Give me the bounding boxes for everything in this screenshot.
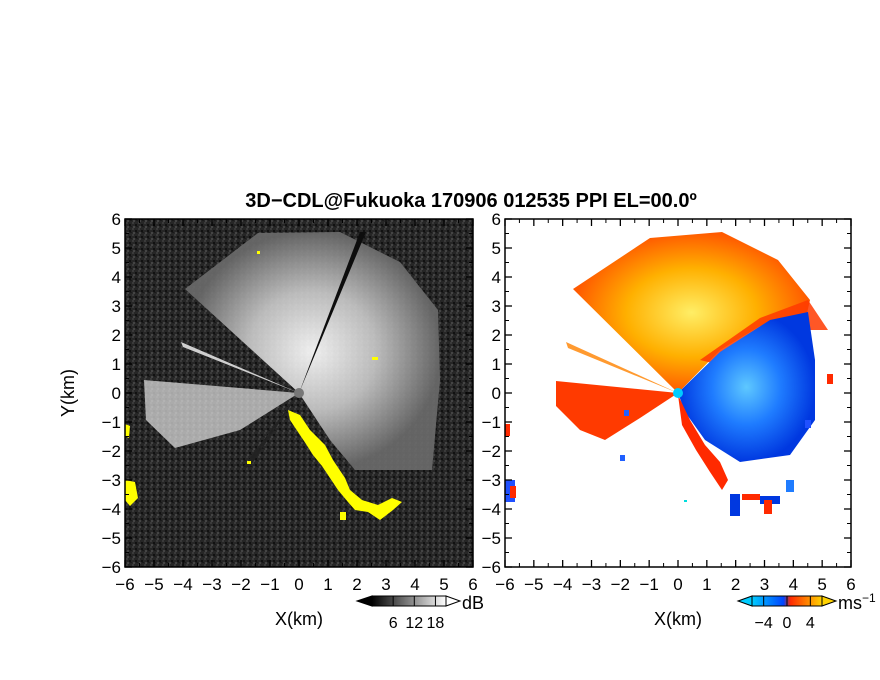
right-x-tick-label: 2 — [731, 575, 740, 594]
right-streak — [566, 342, 678, 393]
left-y-tick-label: 4 — [112, 268, 121, 287]
right-x-tick-label: −2 — [611, 575, 630, 594]
right-y-tick-label: 4 — [492, 268, 501, 287]
left-x-tick-label: −4 — [173, 575, 192, 594]
right-x-tick-label: −5 — [524, 575, 543, 594]
right-x-tick-label: −4 — [553, 575, 572, 594]
left-y-tick-label: 0 — [112, 384, 121, 403]
right-y-tick-label: −3 — [482, 471, 501, 490]
left-y-tick-label: −5 — [102, 529, 121, 548]
left-colorbar-tick-label: 18 — [427, 615, 445, 632]
left-y-tick-label: 5 — [112, 239, 121, 258]
left-x-tick-label: 3 — [381, 575, 390, 594]
left-x-tick-label: −6 — [115, 575, 134, 594]
right-warm-sector — [573, 232, 810, 393]
right-x-tick-label: 1 — [702, 575, 711, 594]
figure-title: 3D−CDL@Fukuoka 170906 012535 PPI EL=00.0… — [245, 190, 697, 212]
left-x-tick-label: −5 — [144, 575, 163, 594]
right-cool-edge — [678, 395, 728, 490]
right-y-tick-label: 1 — [492, 355, 501, 374]
left-colorbar-low-arrow — [355, 595, 373, 607]
left-y-axis-label: Y(km) — [58, 369, 78, 417]
left-y-tick-label: −3 — [102, 471, 121, 490]
left-y-tick-label: 2 — [112, 326, 121, 345]
left-x-tick-label: −2 — [231, 575, 250, 594]
left-y-tick-label: −6 — [102, 558, 121, 577]
left-colorbar: 6 12 18 dB — [355, 593, 484, 632]
left-y-tick-label: −1 — [102, 413, 121, 432]
left-axes: −6 −5 −4 −3 −2 −1 0 1 2 3 4 5 6 −6 −5 −4 −3 −2 −1 0 1 2 3 4 5 6 — [102, 210, 478, 594]
left-echo-west — [144, 380, 299, 448]
left-x-tick-label: 2 — [352, 575, 361, 594]
right-cool-sector — [678, 312, 815, 462]
right-colorbar-low-arrow — [736, 595, 753, 607]
right-radar-origin — [673, 388, 683, 398]
left-x-tick-label: 1 — [323, 575, 332, 594]
left-y-tick-label: 3 — [112, 297, 121, 316]
right-y-tick-label: 3 — [492, 297, 501, 316]
right-y-tick-label: −2 — [482, 442, 501, 461]
left-x-tick-label: −3 — [202, 575, 221, 594]
left-colorbar-unit: dB — [462, 593, 484, 613]
left-x-tick-label: 4 — [410, 575, 419, 594]
left-colorbar-ticks: 6 12 18 — [389, 596, 445, 632]
left-y-tick-label: 1 — [112, 355, 121, 374]
right-y-tick-label: 6 — [492, 210, 501, 229]
left-dark-beam — [244, 393, 299, 468]
left-yellow-echoes — [125, 251, 402, 520]
right-colorbar-ticks: −4 0 4 — [755, 596, 815, 632]
right-x-tick-label: −3 — [582, 575, 601, 594]
right-x-tick-label: 6 — [846, 575, 855, 594]
right-west-sector — [556, 381, 678, 440]
right-y-tick-label: −6 — [482, 558, 501, 577]
left-y-tick-label: −4 — [102, 500, 121, 519]
left-echo-streak — [181, 342, 299, 393]
right-y-tick-label: −4 — [482, 500, 501, 519]
left-colorbar-tick-label: 6 — [389, 615, 398, 632]
left-x-axis-label: X(km) — [275, 609, 323, 629]
left-y-tick-label: −2 — [102, 442, 121, 461]
right-colorbar-tick-label: −4 — [755, 615, 773, 632]
right-y-tick-label: −1 — [482, 413, 501, 432]
right-x-tick-label: −6 — [495, 575, 514, 594]
right-x-tick-label: −1 — [639, 575, 658, 594]
right-y-tick-label: −5 — [482, 529, 501, 548]
left-echo-sector — [185, 232, 440, 470]
left-x-tick-label: 5 — [439, 575, 448, 594]
left-y-tick-label: 6 — [112, 210, 121, 229]
left-radar-origin — [294, 388, 304, 398]
right-x-tick-label: 4 — [789, 575, 798, 594]
right-colorbar: −4 0 4 ms−1 — [736, 591, 876, 632]
left-x-tick-label: −1 — [260, 575, 279, 594]
right-y-tick-label: 2 — [492, 326, 501, 345]
left-x-tick-label: 6 — [468, 575, 477, 594]
left-dark-beam — [299, 232, 366, 393]
right-x-tick-label: 3 — [760, 575, 769, 594]
left-colorbar-high-arrow — [445, 595, 462, 607]
right-colorbar-high-arrow — [821, 595, 838, 607]
right-y-tick-label: 0 — [492, 384, 501, 403]
right-x-tick-label: 0 — [673, 575, 682, 594]
right-colorbar-tick-label: 4 — [806, 615, 815, 632]
right-colorbar-unit: ms−1 — [838, 591, 876, 613]
right-x-tick-label: 5 — [817, 575, 826, 594]
right-speckles — [505, 374, 833, 516]
right-y-tick-label: 5 — [492, 239, 501, 258]
left-x-tick-label: 0 — [294, 575, 303, 594]
left-colorbar-tick-label: 12 — [405, 615, 423, 632]
right-x-axis-label: X(km) — [654, 609, 702, 629]
right-colorbar-tick-label: 0 — [783, 615, 792, 632]
left-colorbar-bar — [371, 595, 447, 607]
